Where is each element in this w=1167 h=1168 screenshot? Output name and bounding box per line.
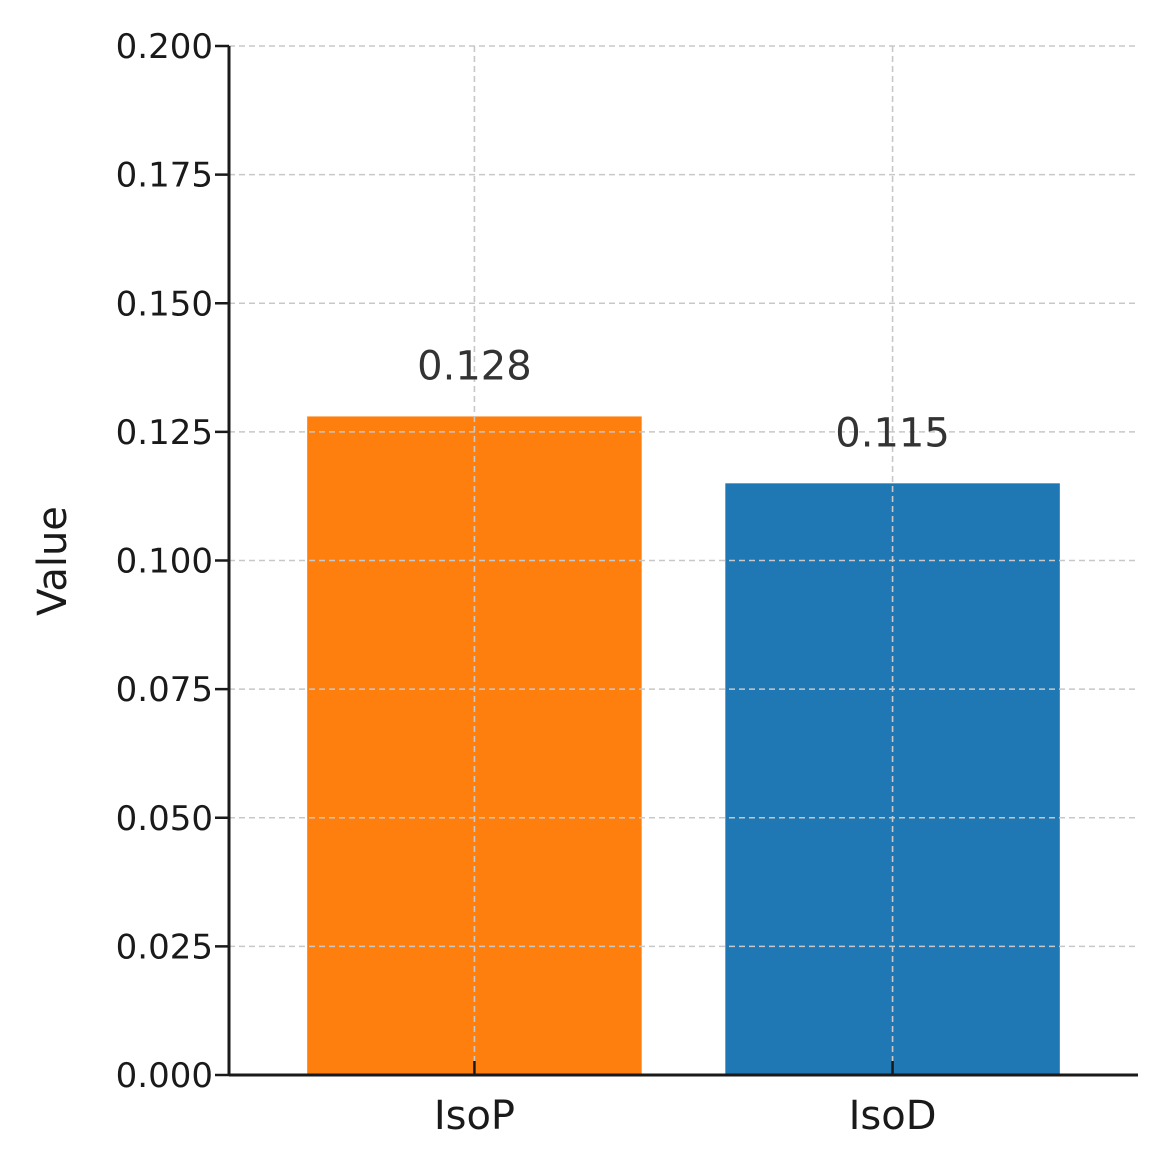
y-tick-label: 0.150 [116,284,213,324]
y-tick-label: 0.175 [116,156,213,196]
y-tick-label: 0.100 [116,542,213,582]
y-tick-label: 0.000 [116,1056,213,1096]
x-tick-label-isod: IsoD [849,1093,937,1139]
axis-layer [215,44,1138,1077]
y-axis-title: Value [30,506,76,616]
y-tick-label: 0.025 [116,927,213,967]
y-tick-label: 0.125 [116,413,213,453]
bar-layer [307,416,1060,1075]
data-label-isod: 0.115 [835,410,950,456]
y-tick-label: 0.050 [116,799,213,839]
x-tick-label-isop: IsoP [434,1093,515,1139]
y-tick-label: 0.075 [116,670,213,710]
label-layer: 0.000 0.025 0.050 0.075 0.100 0.125 0.150 0.175… [116,27,950,1139]
y-tick-label: 0.200 [116,27,213,67]
data-label-isop: 0.128 [417,343,532,389]
